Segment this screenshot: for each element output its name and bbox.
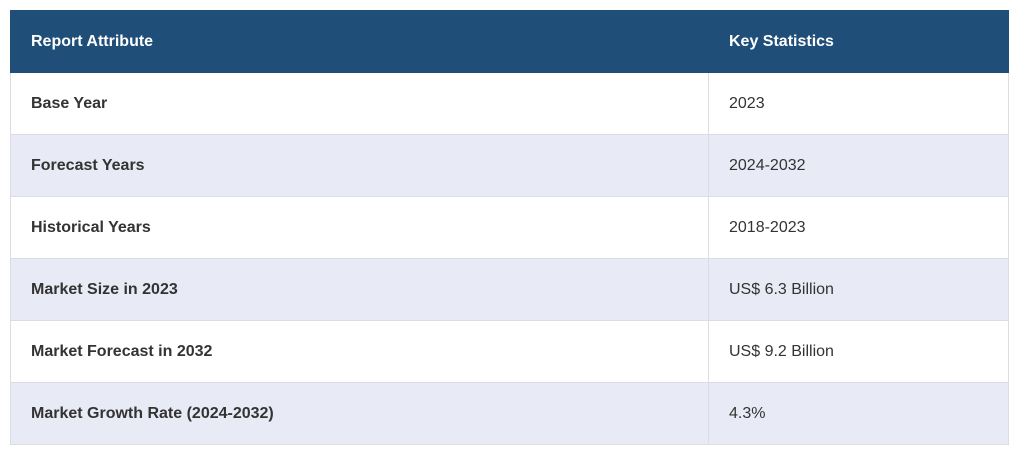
table-row: Market Growth Rate (2024-2032) 4.3% [10,382,1009,445]
stats-table: Report Attribute Key Statistics Base Yea… [10,10,1009,445]
attribute-cell: Market Forecast in 2032 [10,320,709,383]
statistic-cell: 2018-2023 [708,196,1009,259]
statistic-cell: 4.3% [708,382,1009,445]
table-row: Historical Years 2018-2023 [10,196,1009,259]
attribute-cell: Forecast Years [10,134,709,197]
attribute-cell: Historical Years [10,196,709,259]
attribute-cell: Base Year [10,72,709,135]
statistic-cell: US$ 6.3 Billion [708,258,1009,321]
statistic-cell: US$ 9.2 Billion [708,320,1009,383]
header-cell: Report Attribute [10,10,709,73]
statistic-cell: 2024-2032 [708,134,1009,197]
table-body: Base Year 2023 Forecast Years 2024-2032 Hist… [10,72,1009,445]
attribute-cell: Market Growth Rate (2024-2032) [10,382,709,445]
table-row: Market Forecast in 2032 US$ 9.2 Billion [10,320,1009,383]
table-row: Forecast Years 2024-2032 [10,134,1009,197]
table-row: Base Year 2023 [10,72,1009,135]
header-cell: Key Statistics [708,10,1009,73]
table-row: Market Size in 2023 US$ 6.3 Billion [10,258,1009,321]
header-row: Report Attribute Key Statistics [10,10,1009,73]
statistic-cell: 2023 [708,72,1009,135]
attribute-cell: Market Size in 2023 [10,258,709,321]
